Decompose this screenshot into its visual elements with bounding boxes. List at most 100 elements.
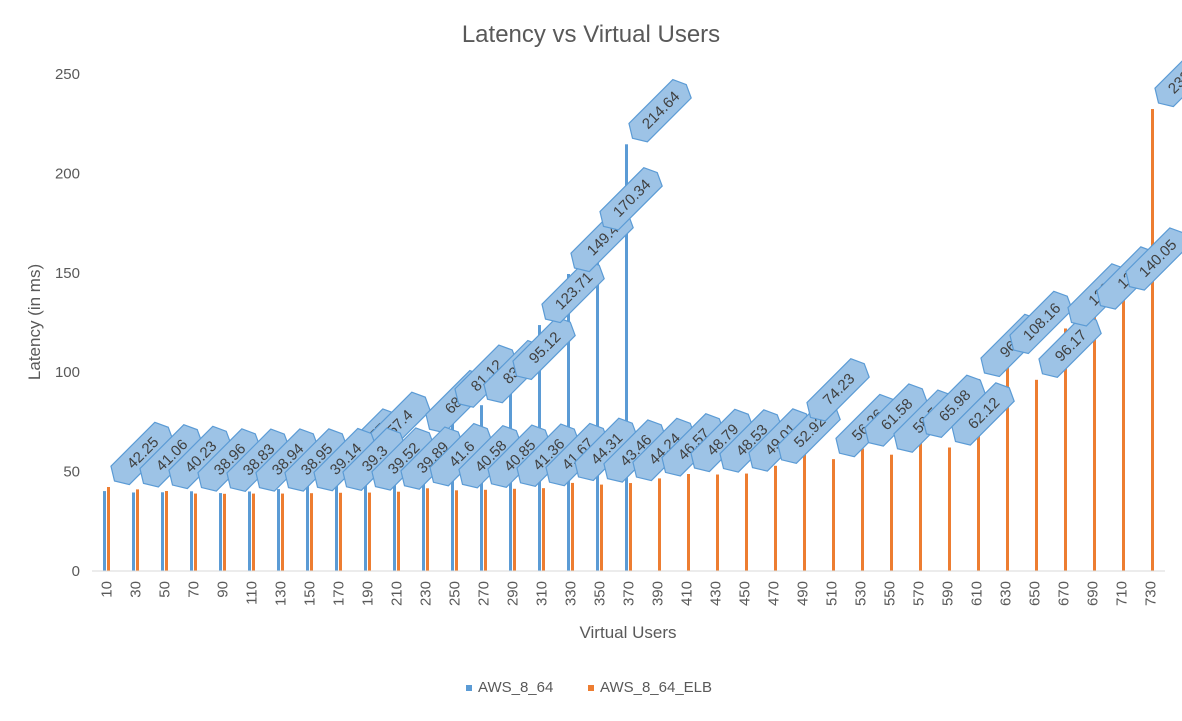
- x-tick-label: 190: [360, 581, 377, 606]
- x-tick-label: 570: [911, 581, 928, 606]
- bar-aws-8-64-elb-370: [629, 483, 632, 571]
- bar-aws-8-64-250: [451, 409, 454, 571]
- bar-aws-8-64-elb-410: [687, 474, 690, 571]
- x-tick-label: 490: [795, 581, 812, 606]
- bar-aws-8-64-130: [277, 489, 280, 571]
- data-label-callout: [313, 427, 377, 492]
- legend-swatch-aws-8-64-elb: [588, 685, 594, 691]
- bar-aws-8-64-elb-390: [658, 478, 661, 571]
- x-tick-label: 290: [505, 581, 522, 606]
- bar-aws-8-64-elb-290: [513, 488, 516, 571]
- legend-swatch-aws-8-64: [466, 685, 472, 691]
- y-tick-label: 200: [55, 165, 80, 182]
- x-tick-label: 150: [302, 581, 319, 606]
- data-label-callout: [599, 166, 663, 231]
- x-tick-label: 550: [882, 581, 899, 606]
- bar-aws-8-64-elb-590: [948, 447, 951, 571]
- x-tick-label: 730: [1143, 581, 1160, 606]
- data-label-callout: [139, 423, 203, 488]
- data-label-callout: [628, 78, 692, 143]
- data-label: 214.64: [628, 78, 692, 143]
- data-label-callout: [864, 383, 928, 447]
- bar-aws-8-64-50: [161, 492, 164, 571]
- bar-aws-8-64-elb-570: [919, 439, 922, 571]
- x-tick-label: 450: [737, 581, 754, 606]
- bar-aws-8-64-elb-270: [484, 489, 487, 571]
- y-axis-title: Latency (in ms): [25, 264, 44, 380]
- bar-aws-8-64-elb-150: [310, 493, 313, 571]
- bar-aws-8-64-elb-350: [600, 484, 603, 571]
- bar-aws-8-64-elb-450: [745, 473, 748, 571]
- y-tick-label: 0: [72, 563, 80, 580]
- x-tick-label: 110: [244, 581, 261, 605]
- bar-aws-8-64-elb-650: [1035, 379, 1038, 571]
- y-tick-label: 100: [55, 364, 80, 381]
- data-label-callout: [512, 316, 576, 381]
- x-tick-label: 10: [99, 581, 116, 598]
- data-label-callout: [806, 358, 870, 422]
- data-label-callout: [454, 344, 518, 408]
- data-label-callout: [284, 428, 348, 492]
- bar-aws-8-64-elb-130: [281, 493, 284, 571]
- data-label-callout: [168, 425, 232, 490]
- data-label-callout: [661, 413, 725, 477]
- x-tick-label: 230: [418, 581, 435, 606]
- data-label-callout: [1038, 314, 1102, 379]
- bar-aws-8-64-elb-630: [1006, 355, 1009, 571]
- data-label-callout: [603, 419, 667, 483]
- x-tick-label: 710: [1114, 581, 1131, 606]
- x-tick-label: 670: [1056, 581, 1073, 606]
- x-tick-label: 610: [969, 581, 986, 606]
- x-tick-label: 30: [128, 581, 145, 598]
- bar-aws-8-64-elb-550: [890, 454, 893, 571]
- bar-aws-8-64-170: [335, 473, 338, 571]
- data-label-callout: [574, 417, 638, 482]
- bar-aws-8-64-elb-50: [165, 491, 168, 571]
- data-label-callout: [1009, 290, 1073, 355]
- bar-aws-8-64-270: [480, 405, 483, 571]
- bar-aws-8-64-elb-190: [368, 492, 371, 571]
- bar-aws-8-64-elb-730: [1151, 109, 1154, 572]
- data-label-callout: [922, 374, 986, 439]
- data-label-callout: [690, 408, 754, 473]
- data-label-callout: [226, 428, 290, 493]
- chart-title: Latency vs Virtual Users: [462, 21, 720, 48]
- bar-aws-8-64-elb-310: [542, 488, 545, 571]
- data-label-callout: [487, 424, 551, 488]
- x-tick-label: 630: [998, 581, 1015, 606]
- bar-aws-8-64-350: [596, 232, 599, 571]
- x-tick-label: 90: [215, 581, 232, 598]
- bar-aws-8-64-150: [306, 484, 309, 571]
- data-label-callout: [429, 422, 493, 487]
- x-tick-label: 50: [157, 581, 174, 598]
- x-tick-label: 690: [1085, 581, 1102, 606]
- bar-aws-8-64-elb-10: [107, 487, 110, 571]
- data-label-callout: [255, 428, 319, 492]
- bar-aws-8-64-210: [393, 449, 396, 571]
- data-label-callout: [400, 426, 464, 490]
- x-tick-label: 270: [476, 581, 493, 606]
- x-tick-label: 250: [447, 581, 464, 606]
- bar-aws-8-64-10: [103, 491, 106, 571]
- data-label-callout: [342, 427, 406, 491]
- bar-aws-8-64-30: [132, 492, 135, 571]
- x-tick-label: 510: [824, 581, 841, 606]
- bar-aws-8-64-elb-30: [136, 489, 139, 571]
- bar-aws-8-64-230: [422, 435, 425, 571]
- bar-aws-8-64-elb-470: [774, 465, 777, 571]
- y-tick-label: 50: [63, 464, 80, 481]
- data-label-callout: [371, 427, 435, 491]
- bar-aws-8-64-elb-250: [455, 490, 458, 571]
- x-tick-label: 650: [1027, 581, 1044, 606]
- data-label-callout: [545, 422, 609, 487]
- y-tick-label: 150: [55, 265, 80, 282]
- data-label-callout: [951, 382, 1015, 446]
- x-tick-label: 210: [389, 581, 406, 606]
- bar-aws-8-64-elb-230: [426, 488, 429, 571]
- data-label-callout: [632, 417, 696, 482]
- bar-aws-8-64-elb-170: [339, 492, 342, 571]
- x-tick-label: 590: [940, 581, 957, 606]
- data-label-callout: [541, 259, 605, 324]
- bar-aws-8-64-370: [625, 144, 628, 571]
- x-tick-label: 390: [650, 581, 667, 606]
